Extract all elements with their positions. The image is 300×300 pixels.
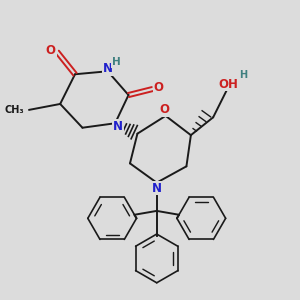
Text: H: H xyxy=(239,70,247,80)
Text: H: H xyxy=(112,57,120,67)
Text: O: O xyxy=(154,81,164,94)
Text: O: O xyxy=(159,103,169,116)
Text: N: N xyxy=(152,182,162,194)
Text: CH₃: CH₃ xyxy=(5,105,25,115)
Text: O: O xyxy=(46,44,56,57)
Text: OH: OH xyxy=(218,78,238,91)
Text: N: N xyxy=(103,62,113,75)
Text: N: N xyxy=(113,120,123,133)
